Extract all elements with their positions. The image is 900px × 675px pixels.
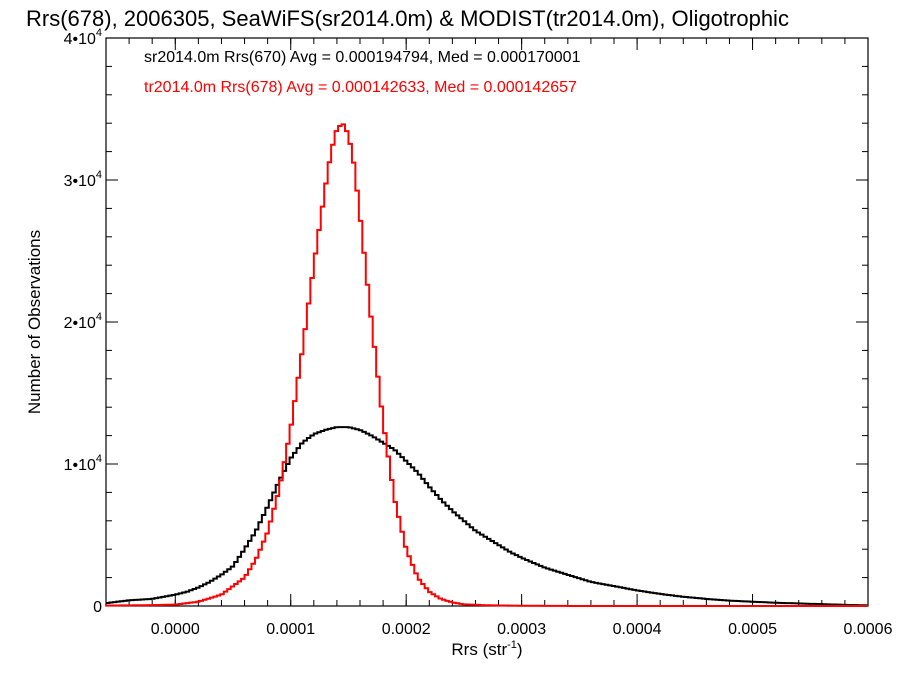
- x-axis-label-sup: -1: [507, 639, 517, 651]
- series-layer: [106, 123, 868, 607]
- y-tick-labels: 0 1•104 2•104 3•104 4•104: [64, 27, 103, 616]
- x-tick-labels: 0.0000 0.0001 0.0002 0.0003 0.0004 0.0005 0.00…: [151, 621, 893, 638]
- y-axis-label: Number of Observations: [25, 230, 44, 414]
- series-line-tr2014: [106, 123, 868, 607]
- x-axis-label-end: ): [517, 640, 523, 659]
- x-tick-label: 0.0003: [497, 621, 546, 638]
- x-tick-label: 0.0006: [844, 621, 893, 638]
- legend-entry-sr2014: sr2014.0m Rrs(670) Avg = 0.000194794, Me…: [144, 49, 581, 66]
- x-axis-label: Rrs (str-1): [451, 639, 522, 659]
- plot-frame: [105, 37, 869, 607]
- x-tick-label: 0.0004: [613, 621, 662, 638]
- chart-title: Rrs(678), 2006305, SeaWiFS(sr2014.0m) & …: [26, 6, 789, 31]
- axes-ticks: [105, 37, 869, 607]
- x-tick-label: 0.0005: [728, 621, 777, 638]
- y-tick-label: 0: [93, 599, 102, 616]
- series-line-sr2014: [106, 426, 868, 607]
- y-tick-label: 1•104: [64, 453, 102, 474]
- y-tick-label: 4•104: [64, 27, 102, 48]
- y-tick-label: 3•104: [64, 169, 102, 190]
- x-tick-label: 0.0002: [382, 621, 431, 638]
- x-tick-label: 0.0001: [266, 621, 315, 638]
- x-axis-label-text: Rrs (str: [451, 640, 507, 659]
- y-tick-label: 2•104: [64, 311, 102, 332]
- legend-entry-tr2014: tr2014.0m Rrs(678) Avg = 0.000142633, Me…: [144, 79, 577, 96]
- x-tick-label: 0.0000: [151, 621, 200, 638]
